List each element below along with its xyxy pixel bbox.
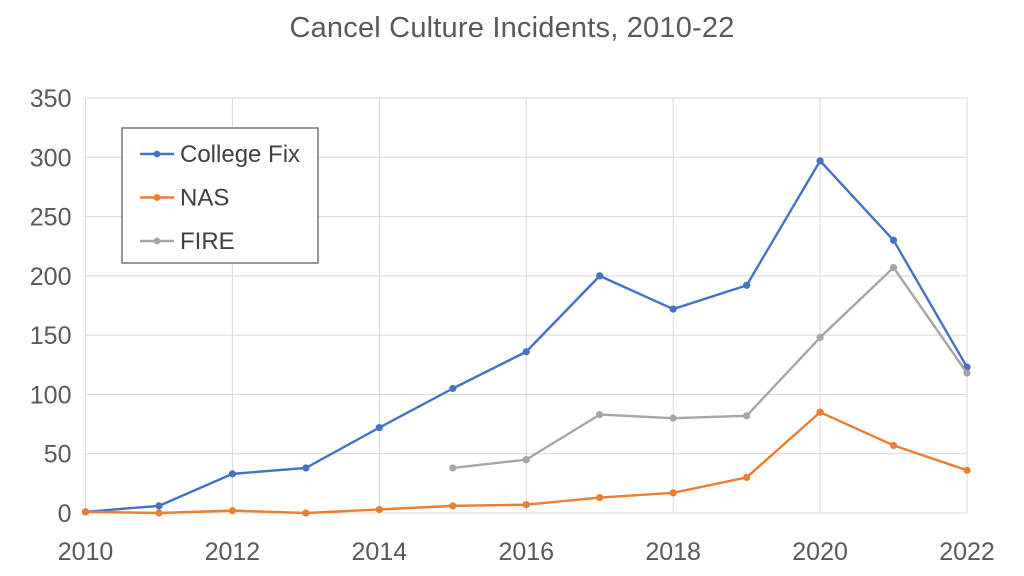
x-tick-label: 2014: [352, 538, 408, 566]
chart-title: Cancel Culture Incidents, 2010-22: [289, 12, 735, 44]
y-tick-label: 300: [30, 144, 72, 172]
x-tick-label: 2018: [645, 538, 701, 566]
data-point-college-fix: [155, 502, 163, 510]
data-point-nas: [375, 505, 383, 514]
data-point-college-fix: [228, 470, 237, 478]
y-tick-label: 0: [58, 500, 72, 528]
data-point-fire: [743, 412, 751, 420]
data-point-fire: [816, 333, 824, 342]
y-tick-label: 200: [30, 263, 72, 291]
x-tick-label: 2022: [939, 538, 995, 566]
data-point-nas: [596, 493, 604, 502]
legend-marker-college-fix: [153, 150, 161, 158]
data-point-nas: [963, 466, 971, 474]
data-point-college-fix: [596, 272, 604, 280]
data-point-college-fix: [816, 157, 824, 165]
x-tick-label: 2020: [792, 538, 848, 566]
data-point-fire: [669, 414, 677, 422]
legend-label-college-fix: College Fix: [180, 141, 300, 168]
x-tick-label: 2016: [498, 538, 554, 566]
legend-marker-fire: [153, 237, 161, 245]
data-point-nas: [743, 473, 751, 482]
legend-label-fire: FIRE: [180, 228, 235, 255]
data-point-college-fix: [522, 348, 530, 356]
series-line-fire: [451, 266, 969, 470]
data-point-nas: [816, 408, 824, 416]
y-tick-label: 250: [30, 204, 72, 232]
data-point-nas: [228, 507, 237, 515]
data-point-nas: [522, 501, 530, 509]
y-tick-label: 150: [30, 322, 72, 350]
data-point-nas: [449, 502, 457, 510]
data-point-fire: [596, 410, 604, 419]
y-tick-label: 100: [30, 381, 72, 409]
x-tick-label: 2010: [58, 538, 114, 566]
data-point-fire: [522, 456, 530, 464]
data-point-fire: [963, 369, 971, 377]
y-tick-label: 50: [44, 441, 72, 469]
data-point-nas: [302, 509, 310, 517]
data-point-college-fix: [302, 464, 310, 472]
x-tick-label: 2012: [205, 538, 261, 566]
data-point-fire: [449, 464, 457, 472]
data-point-nas: [669, 489, 677, 497]
data-point-college-fix: [889, 236, 898, 244]
data-point-college-fix: [669, 305, 677, 313]
data-point-nas: [81, 508, 90, 516]
data-point-nas: [889, 441, 898, 450]
data-point-college-fix: [375, 424, 383, 432]
data-point-college-fix: [449, 384, 457, 393]
data-point-college-fix: [743, 281, 751, 289]
legend-marker-nas: [153, 194, 161, 201]
legend-label-nas: NAS: [180, 185, 229, 212]
data-point-nas: [155, 509, 163, 517]
data-point-fire: [889, 263, 898, 272]
y-tick-label: 350: [30, 85, 72, 113]
